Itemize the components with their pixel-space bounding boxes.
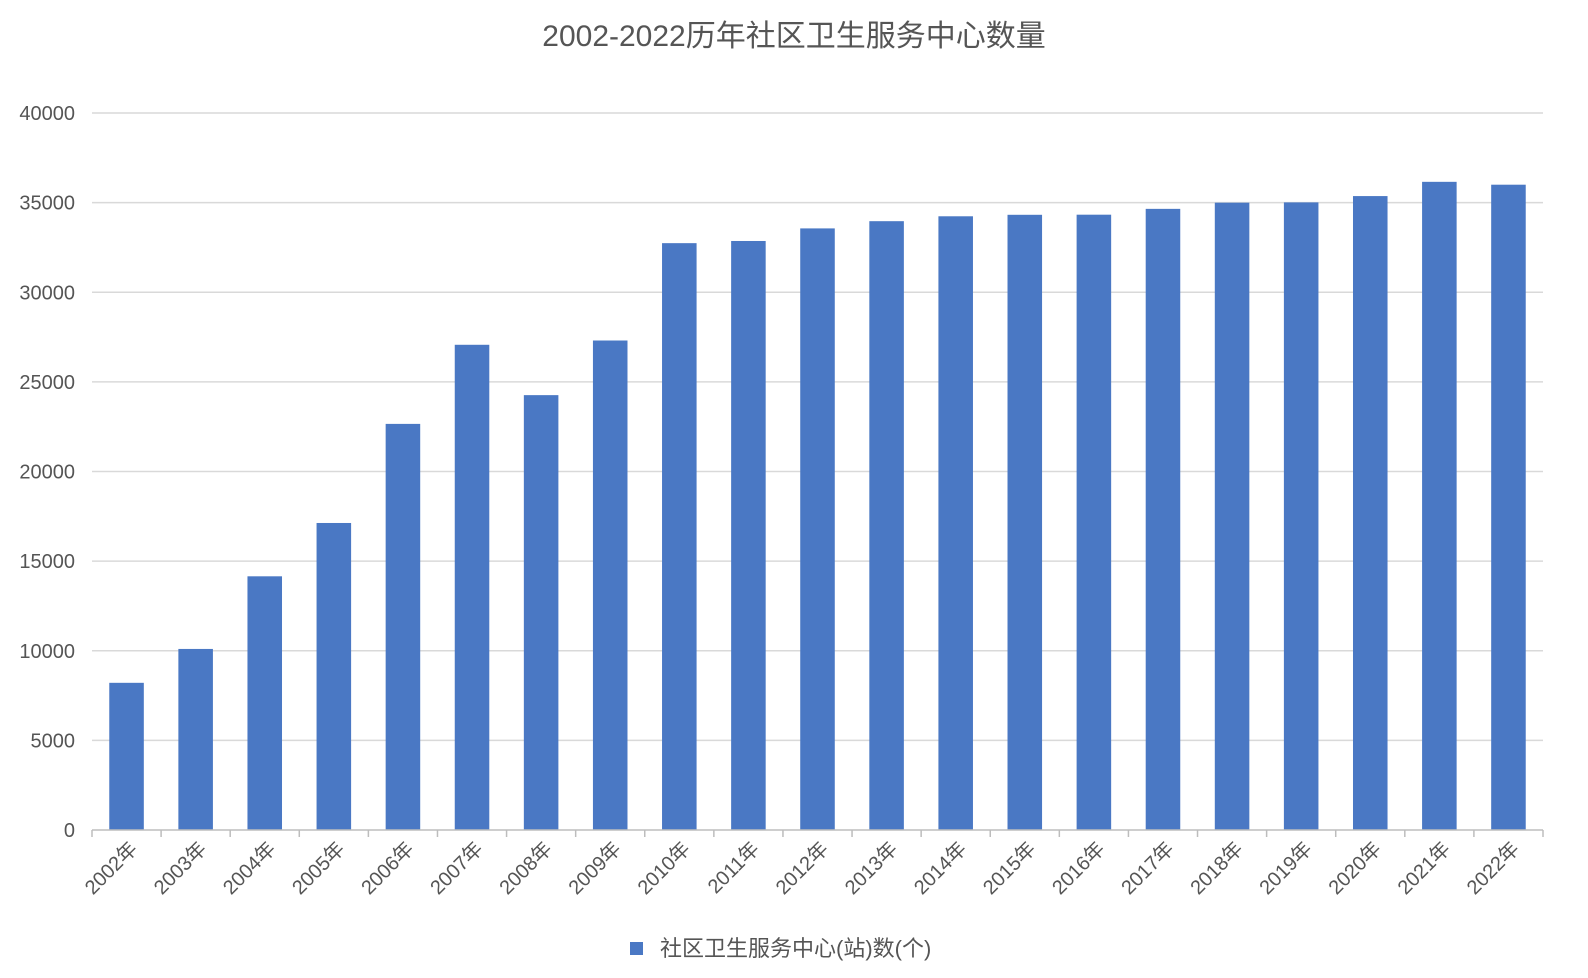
- bar-series: [109, 181, 1526, 831]
- bar[interactable]: [662, 243, 697, 830]
- x-tick-label: 2017年: [1117, 837, 1179, 899]
- y-tick-label: 40000: [19, 103, 75, 125]
- x-tick-label: 2007年: [426, 837, 488, 899]
- chart-title: 2002-2022历年社区卫生服务中心数量: [542, 20, 1045, 53]
- bar[interactable]: [800, 228, 835, 831]
- legend-label: 社区卫生服务中心(站)数(个): [660, 936, 931, 961]
- x-tick-label: 2014年: [909, 837, 971, 899]
- bar[interactable]: [869, 221, 904, 830]
- bar[interactable]: [1007, 214, 1043, 830]
- x-tick-label: 2011年: [703, 837, 764, 898]
- y-tick-label: 5000: [31, 730, 76, 752]
- x-tick-label: 2015年: [978, 837, 1040, 899]
- bar[interactable]: [1214, 202, 1250, 830]
- x-tick-label: 2012年: [771, 837, 833, 899]
- bar[interactable]: [109, 682, 144, 830]
- bar[interactable]: [178, 648, 213, 830]
- x-tick-label: 2016年: [1048, 837, 1110, 899]
- bar[interactable]: [731, 240, 766, 830]
- y-tick-label: 0: [64, 820, 75, 842]
- x-tick-label: 2021年: [1393, 837, 1455, 899]
- x-tick-label: 2020年: [1324, 837, 1386, 899]
- x-tick-label: 2002年: [80, 837, 142, 899]
- x-tick-label: 2005年: [287, 837, 349, 899]
- bar[interactable]: [1491, 184, 1526, 830]
- bar[interactable]: [592, 340, 628, 830]
- x-tick-label: 2003年: [149, 837, 211, 899]
- bar[interactable]: [316, 522, 352, 830]
- bar[interactable]: [1283, 202, 1319, 830]
- bar[interactable]: [1352, 196, 1388, 830]
- y-tick-label: 15000: [19, 551, 75, 573]
- x-tick-label: 2006年: [357, 837, 419, 899]
- bar[interactable]: [1422, 181, 1457, 830]
- y-tick-label: 10000: [19, 641, 75, 663]
- x-tick-label: 2022年: [1462, 837, 1524, 899]
- y-tick-label: 30000: [19, 282, 75, 304]
- y-tick-label: 20000: [19, 462, 75, 484]
- x-tick-label: 2009年: [564, 837, 626, 899]
- x-tick-label: 2019年: [1255, 837, 1317, 899]
- y-axis-tick-labels: 0 5000 10000 15000 20000 25000 30000 35000 40000: [19, 103, 75, 842]
- legend[interactable]: 社区卫生服务中心(站)数(个): [630, 936, 931, 961]
- bar[interactable]: [1076, 214, 1112, 830]
- bar[interactable]: [385, 423, 421, 830]
- x-tick-label: 2010年: [633, 837, 695, 899]
- bar[interactable]: [523, 395, 559, 830]
- x-tick-label: 2013年: [840, 837, 902, 899]
- y-tick-label: 25000: [19, 372, 75, 394]
- bar[interactable]: [938, 216, 973, 831]
- bar[interactable]: [247, 576, 283, 830]
- x-axis-tick-labels: 2002年 2003年 2004年 2005年 2006年 2007年 2008年 2009年…: [80, 837, 1524, 899]
- legend-swatch: [630, 942, 643, 955]
- bar[interactable]: [1145, 208, 1181, 830]
- x-tick-label: 2008年: [495, 837, 557, 899]
- y-tick-label: 35000: [19, 193, 75, 215]
- x-axis: [91, 829, 1544, 837]
- bar[interactable]: [454, 344, 490, 830]
- x-tick-label: 2018年: [1186, 837, 1248, 899]
- x-tick-label: 2004年: [218, 837, 280, 899]
